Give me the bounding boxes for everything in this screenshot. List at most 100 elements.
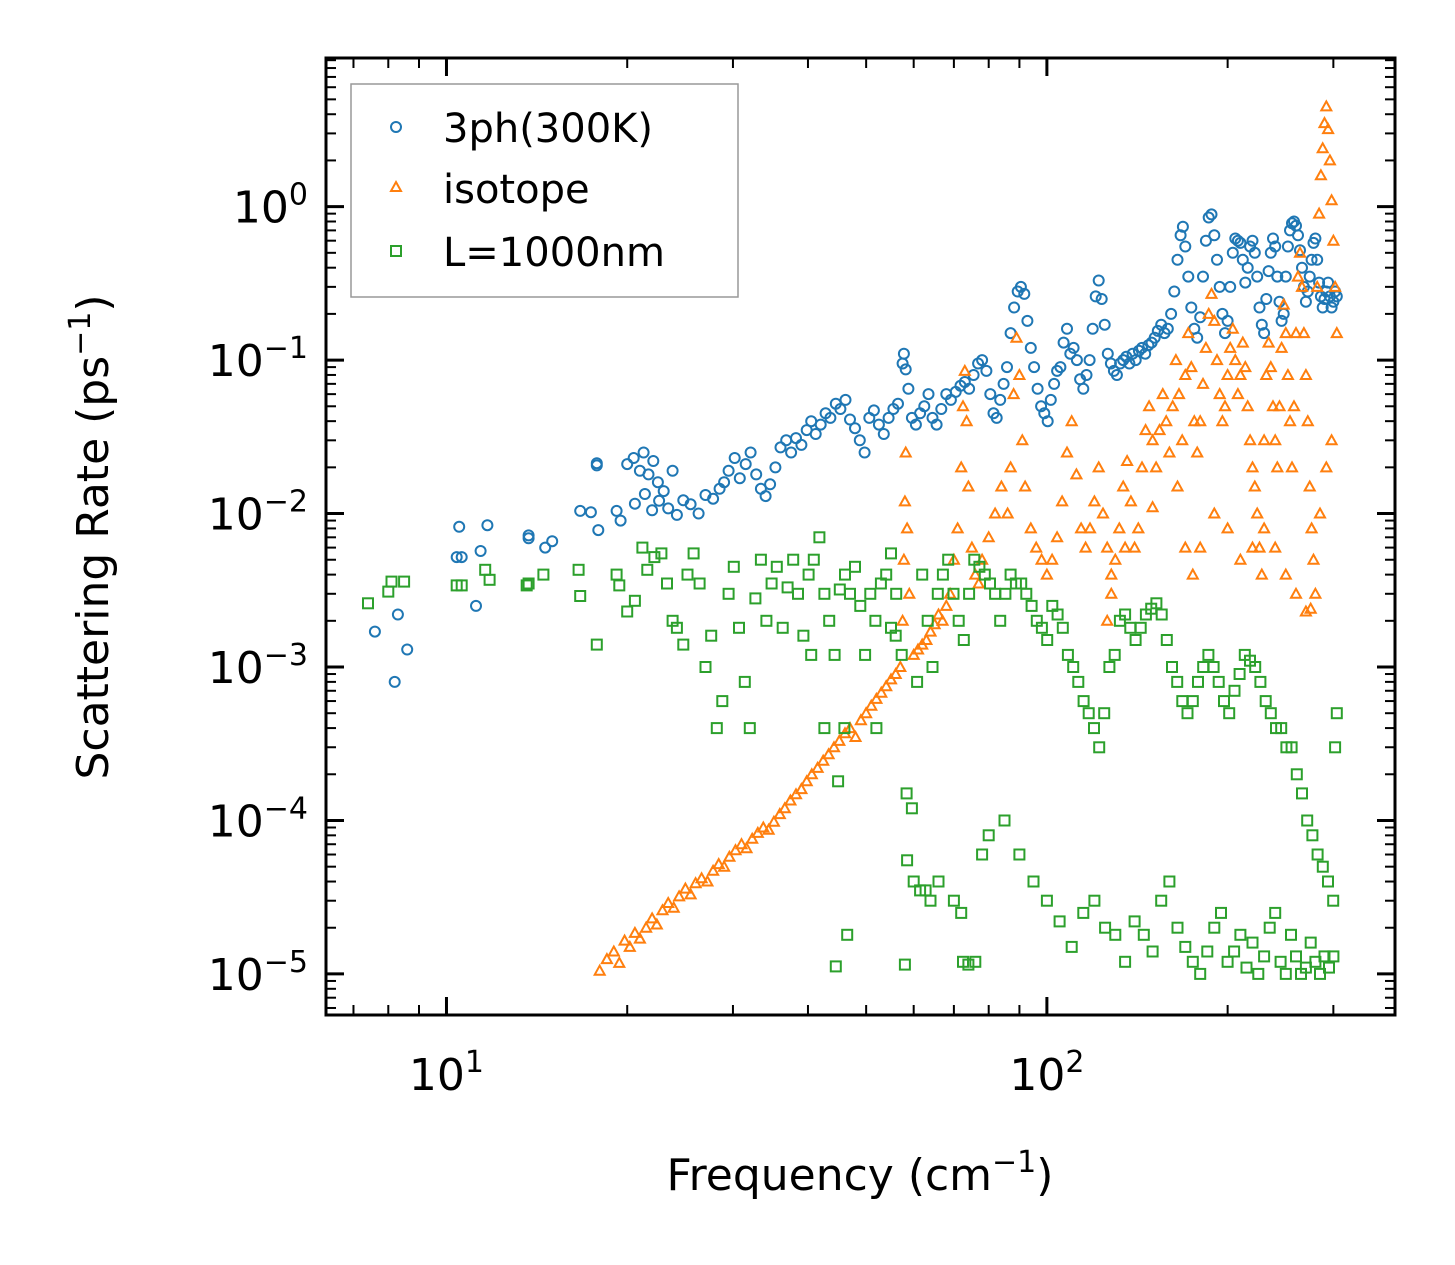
data-point	[1257, 433, 1271, 446]
data-point	[1061, 648, 1074, 661]
data-point	[646, 504, 659, 517]
data-point	[1266, 399, 1280, 412]
data-point	[841, 928, 854, 941]
data-point	[1226, 321, 1240, 334]
data-point	[391, 608, 404, 621]
data-point	[1041, 634, 1054, 646]
data-point	[1259, 695, 1272, 708]
data-point	[749, 592, 762, 605]
data-point	[628, 594, 641, 607]
data-point	[662, 502, 675, 515]
data-point	[761, 822, 776, 835]
data-point	[1325, 301, 1338, 314]
data-point	[1086, 322, 1099, 335]
data-point	[947, 587, 960, 600]
data-point	[1089, 290, 1102, 303]
data-point	[1314, 168, 1328, 181]
data-point	[824, 411, 837, 424]
data-point	[1275, 314, 1288, 327]
data-point	[994, 479, 1009, 492]
data-point	[1100, 613, 1114, 626]
data-point	[1194, 967, 1207, 980]
data-point	[1246, 234, 1259, 247]
data-point	[926, 661, 939, 673]
data-point	[717, 859, 731, 872]
data-point	[1108, 648, 1121, 661]
data-point	[988, 506, 1002, 519]
data-point	[1329, 741, 1342, 754]
data-point	[739, 458, 752, 471]
data-point	[778, 801, 792, 814]
data-point	[1215, 906, 1227, 919]
data-point	[1054, 361, 1067, 374]
data-point	[1025, 599, 1038, 612]
data-point	[650, 917, 664, 930]
data-point	[613, 579, 626, 592]
data-point	[574, 590, 587, 602]
data-point	[1274, 955, 1287, 968]
data-point	[481, 519, 494, 532]
data-point	[1000, 506, 1015, 519]
data-point	[994, 614, 1007, 627]
data-point	[733, 472, 746, 485]
data-point	[911, 675, 924, 688]
data-point	[637, 446, 650, 459]
data-point	[455, 551, 468, 564]
data-point	[1185, 301, 1198, 314]
data-point	[1124, 494, 1138, 507]
legend-item-isotope: isotope	[389, 167, 590, 213]
data-point	[1108, 552, 1122, 565]
data-point	[998, 814, 1011, 827]
data-point	[1303, 479, 1317, 492]
data-point	[1138, 423, 1153, 436]
legend-label-isotope: isotope	[443, 167, 590, 213]
data-point	[898, 494, 912, 507]
data-point	[1277, 297, 1291, 310]
data-point	[810, 760, 825, 773]
legend-triangle-marker-icon	[389, 179, 403, 192]
data-point	[897, 347, 910, 360]
data-point	[1254, 675, 1267, 688]
data-point	[1289, 326, 1303, 339]
data-point	[939, 598, 953, 611]
data-point	[1129, 634, 1142, 646]
data-point	[834, 403, 847, 415]
data-point	[982, 829, 995, 842]
data-point	[1117, 354, 1130, 367]
data-point	[1006, 387, 1021, 400]
x-tick-label: 102	[1009, 1045, 1084, 1101]
data-point	[773, 807, 787, 820]
data-point	[1292, 229, 1304, 242]
data-point	[1199, 340, 1213, 353]
data-point	[976, 848, 989, 861]
data-point	[470, 599, 482, 612]
data-point	[776, 621, 789, 634]
data-point	[1248, 479, 1262, 492]
data-point	[859, 648, 872, 661]
data-point	[1268, 540, 1282, 553]
data-point	[1257, 521, 1271, 534]
data-point	[706, 863, 720, 876]
data-point	[770, 560, 783, 573]
data-point	[1077, 695, 1090, 708]
data-point	[1309, 232, 1322, 245]
data-point	[1069, 467, 1084, 480]
data-point	[1316, 301, 1329, 314]
data-point	[683, 887, 698, 900]
data-point	[1146, 945, 1159, 958]
data-point	[854, 599, 867, 612]
data-point	[990, 411, 1003, 424]
data-point	[931, 607, 946, 620]
data-point	[969, 955, 982, 968]
data-point	[1060, 445, 1074, 458]
data-point	[879, 679, 893, 692]
data-point	[787, 553, 800, 566]
data-point	[1231, 387, 1245, 400]
data-point	[1088, 722, 1100, 735]
data-point	[844, 413, 856, 426]
data-point	[738, 675, 751, 688]
data-point	[1099, 921, 1112, 934]
data-point	[774, 441, 787, 454]
data-point	[1267, 232, 1279, 245]
data-point	[800, 774, 814, 787]
